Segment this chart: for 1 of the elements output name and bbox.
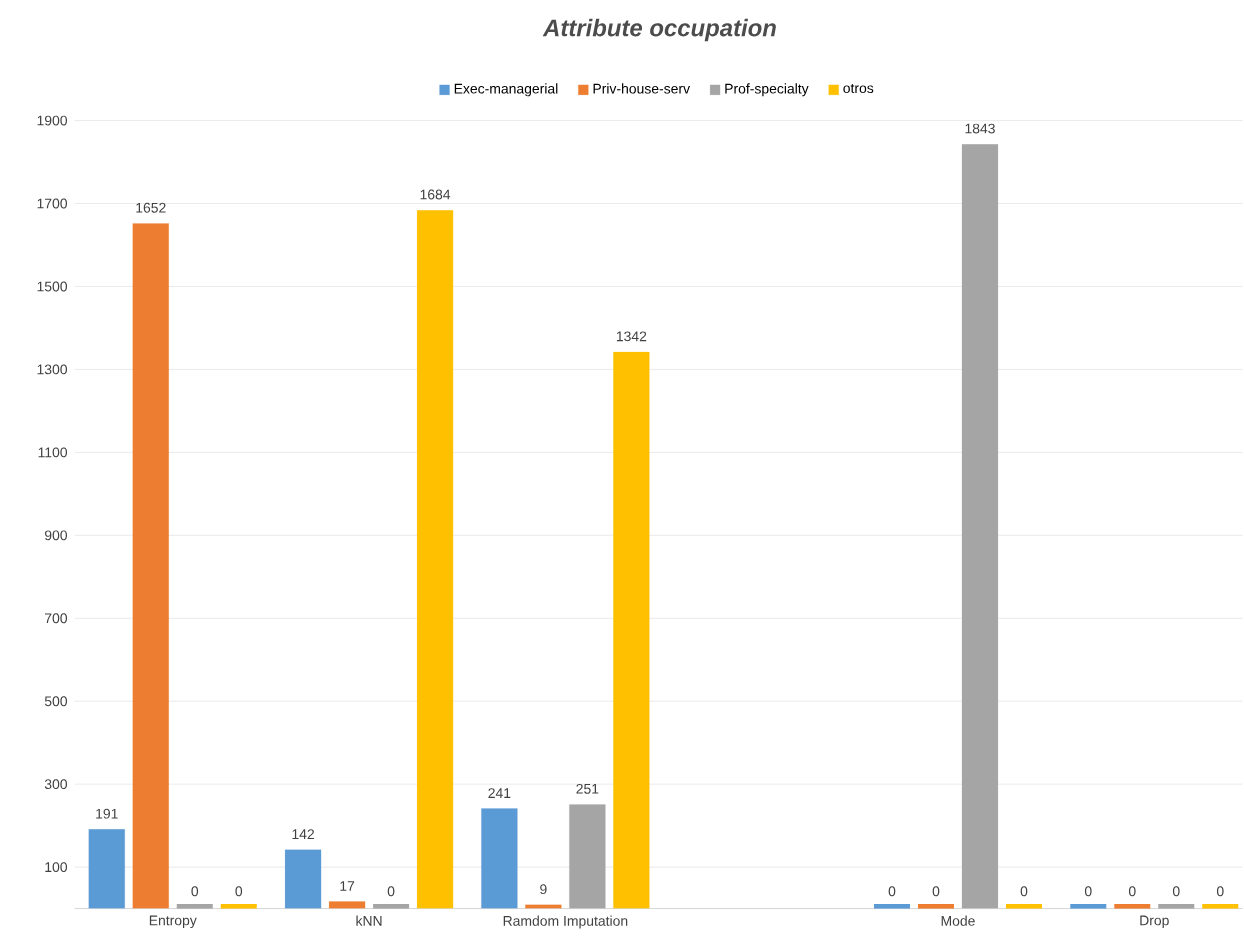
chart-title: Attribute occupation [542,18,776,42]
